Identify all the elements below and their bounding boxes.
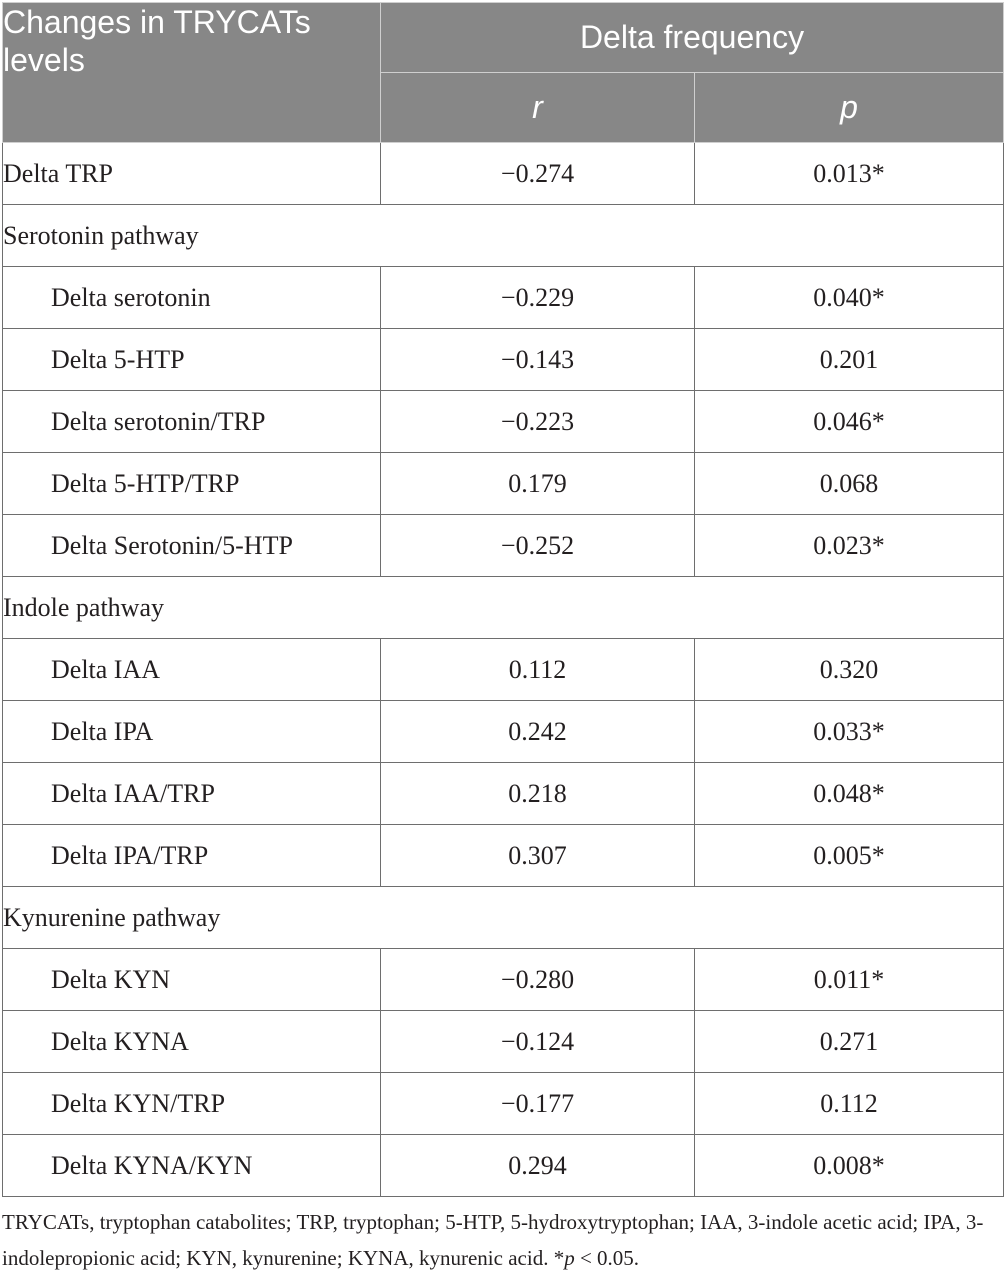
p-value: 0.040*: [694, 266, 1004, 329]
section-title: Serotonin pathway: [2, 204, 1004, 267]
table-row: Delta KYNA −0.124 0.271: [2, 1010, 1004, 1073]
group-header: Delta frequency: [380, 2, 1004, 73]
row-label: Delta IAA/TRP: [2, 762, 381, 825]
row-label: Delta IPA/TRP: [2, 824, 381, 887]
p-value: 0.046*: [694, 390, 1004, 453]
table-row: Delta KYNA/KYN 0.294 0.008*: [2, 1134, 1004, 1197]
correlation-table: Changes in TRYCATs levels Delta frequenc…: [2, 2, 1004, 1197]
p-value: 0.023*: [694, 514, 1004, 577]
p-value: 0.005*: [694, 824, 1004, 887]
r-value: 0.112: [380, 638, 695, 701]
r-value: −0.280: [380, 948, 695, 1011]
r-value: −0.124: [380, 1010, 695, 1073]
r-value: 0.179: [380, 452, 695, 515]
footnote-threshold: < 0.05.: [574, 1246, 640, 1270]
r-value: 0.307: [380, 824, 695, 887]
table-row: Delta TRP −0.274 0.013*: [2, 142, 1004, 205]
table-row: Delta IAA 0.112 0.320: [2, 638, 1004, 701]
section-row-indole: Indole pathway: [2, 576, 1004, 639]
row-label: Delta KYN: [2, 948, 381, 1011]
row-label: Delta IPA: [2, 700, 381, 763]
row-label: Delta KYNA: [2, 1010, 381, 1073]
section-row-serotonin: Serotonin pathway: [2, 204, 1004, 267]
row-label: Delta 5-HTP/TRP: [2, 452, 381, 515]
r-value: 0.218: [380, 762, 695, 825]
table-row: Delta serotonin/TRP −0.223 0.046*: [2, 390, 1004, 453]
p-value: 0.008*: [694, 1134, 1004, 1197]
footnote-text: TRYCATs, tryptophan catabolites; TRP, tr…: [2, 1210, 984, 1270]
footnote-p-symbol: p: [564, 1246, 575, 1270]
r-value: −0.274: [380, 142, 695, 205]
row-label: Delta serotonin/TRP: [2, 390, 381, 453]
table-row: Delta KYN −0.280 0.011*: [2, 948, 1004, 1011]
p-value: 0.320: [694, 638, 1004, 701]
r-value: −0.252: [380, 514, 695, 577]
table-row: Delta 5-HTP/TRP 0.179 0.068: [2, 452, 1004, 515]
r-value: 0.242: [380, 700, 695, 763]
table-row: Delta IPA/TRP 0.307 0.005*: [2, 824, 1004, 887]
table-row: Delta IPA 0.242 0.033*: [2, 700, 1004, 763]
p-value: 0.013*: [694, 142, 1004, 205]
row-label: Delta 5-HTP: [2, 328, 381, 391]
r-value: −0.177: [380, 1072, 695, 1135]
p-value: 0.201: [694, 328, 1004, 391]
r-value: −0.143: [380, 328, 695, 391]
p-value: 0.033*: [694, 700, 1004, 763]
r-value: 0.294: [380, 1134, 695, 1197]
table-footnote: TRYCATs, tryptophan catabolites; TRP, tr…: [2, 1204, 1003, 1276]
section-title: Indole pathway: [2, 576, 1004, 639]
table-row: Delta 5-HTP −0.143 0.201: [2, 328, 1004, 391]
table-row: Delta IAA/TRP 0.218 0.048*: [2, 762, 1004, 825]
row-label: Delta KYN/TRP: [2, 1072, 381, 1135]
row-label: Delta serotonin: [2, 266, 381, 329]
table-row: Delta Serotonin/5-HTP −0.252 0.023*: [2, 514, 1004, 577]
section-title: Kynurenine pathway: [2, 886, 1004, 949]
row-label: Delta KYNA/KYN: [2, 1134, 381, 1197]
p-value: 0.068: [694, 452, 1004, 515]
r-column-header: r: [380, 72, 695, 143]
p-value: 0.011*: [694, 948, 1004, 1011]
p-value: 0.112: [694, 1072, 1004, 1135]
row-label: Delta IAA: [2, 638, 381, 701]
row-label: Delta Serotonin/5-HTP: [2, 514, 381, 577]
p-column-header: p: [694, 72, 1004, 143]
p-value: 0.271: [694, 1010, 1004, 1073]
row-label: Delta TRP: [2, 142, 381, 205]
p-value: 0.048*: [694, 762, 1004, 825]
r-value: −0.223: [380, 390, 695, 453]
r-value: −0.229: [380, 266, 695, 329]
row-label-header: Changes in TRYCATs levels: [2, 2, 381, 143]
table-row: Delta KYN/TRP −0.177 0.112: [2, 1072, 1004, 1135]
table-row: Delta serotonin −0.229 0.040*: [2, 266, 1004, 329]
section-row-kynurenine: Kynurenine pathway: [2, 886, 1004, 949]
table-header: Changes in TRYCATs levels Delta frequenc…: [2, 2, 1004, 143]
